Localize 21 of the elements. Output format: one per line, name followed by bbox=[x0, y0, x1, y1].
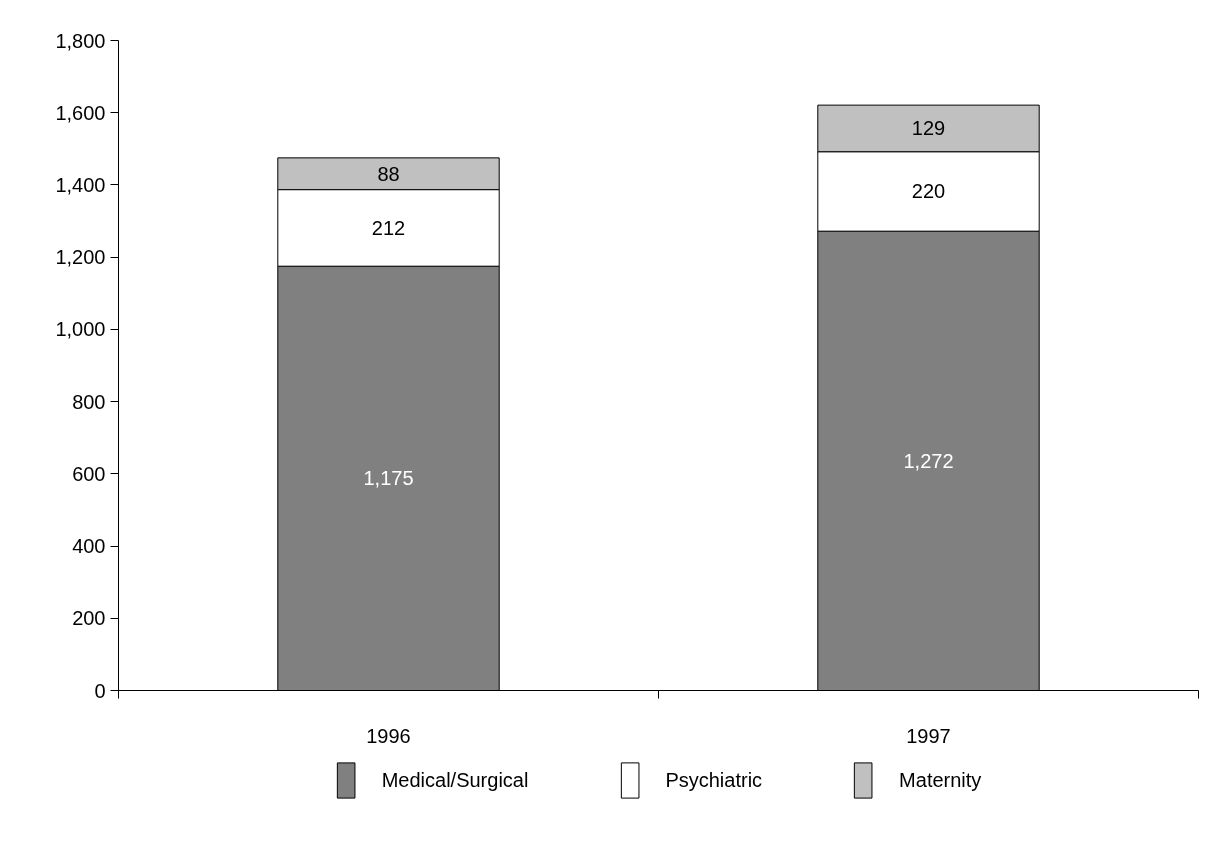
y-tick-label: 800 bbox=[72, 390, 106, 413]
data-label: 129 bbox=[911, 117, 946, 140]
y-tick-label: 200 bbox=[72, 607, 106, 630]
y-tick-label: 1,400 bbox=[55, 173, 106, 196]
y-tick-label: 1,000 bbox=[55, 318, 106, 341]
data-label: 1,175 bbox=[363, 467, 414, 490]
y-tick-label: 1,600 bbox=[55, 101, 106, 124]
x-tick-label: 1996 bbox=[366, 724, 411, 747]
y-tick-label: 600 bbox=[72, 462, 106, 485]
data-label: 220 bbox=[911, 180, 946, 203]
data-label: 212 bbox=[371, 216, 406, 239]
data-label: 1,272 bbox=[903, 449, 954, 472]
y-tick-label: 0 bbox=[94, 679, 106, 702]
y-tick-label: 400 bbox=[72, 535, 106, 558]
data-label: 88 bbox=[377, 162, 400, 185]
x-tick-label: 1997 bbox=[906, 724, 951, 747]
y-tick-label: 1,200 bbox=[55, 246, 106, 269]
y-tick-label: 1,800 bbox=[55, 29, 106, 52]
legend-label: Medical/Surgical bbox=[381, 768, 529, 792]
legend-label: Maternity bbox=[899, 768, 982, 792]
legend-label: Psychiatric bbox=[665, 768, 763, 792]
